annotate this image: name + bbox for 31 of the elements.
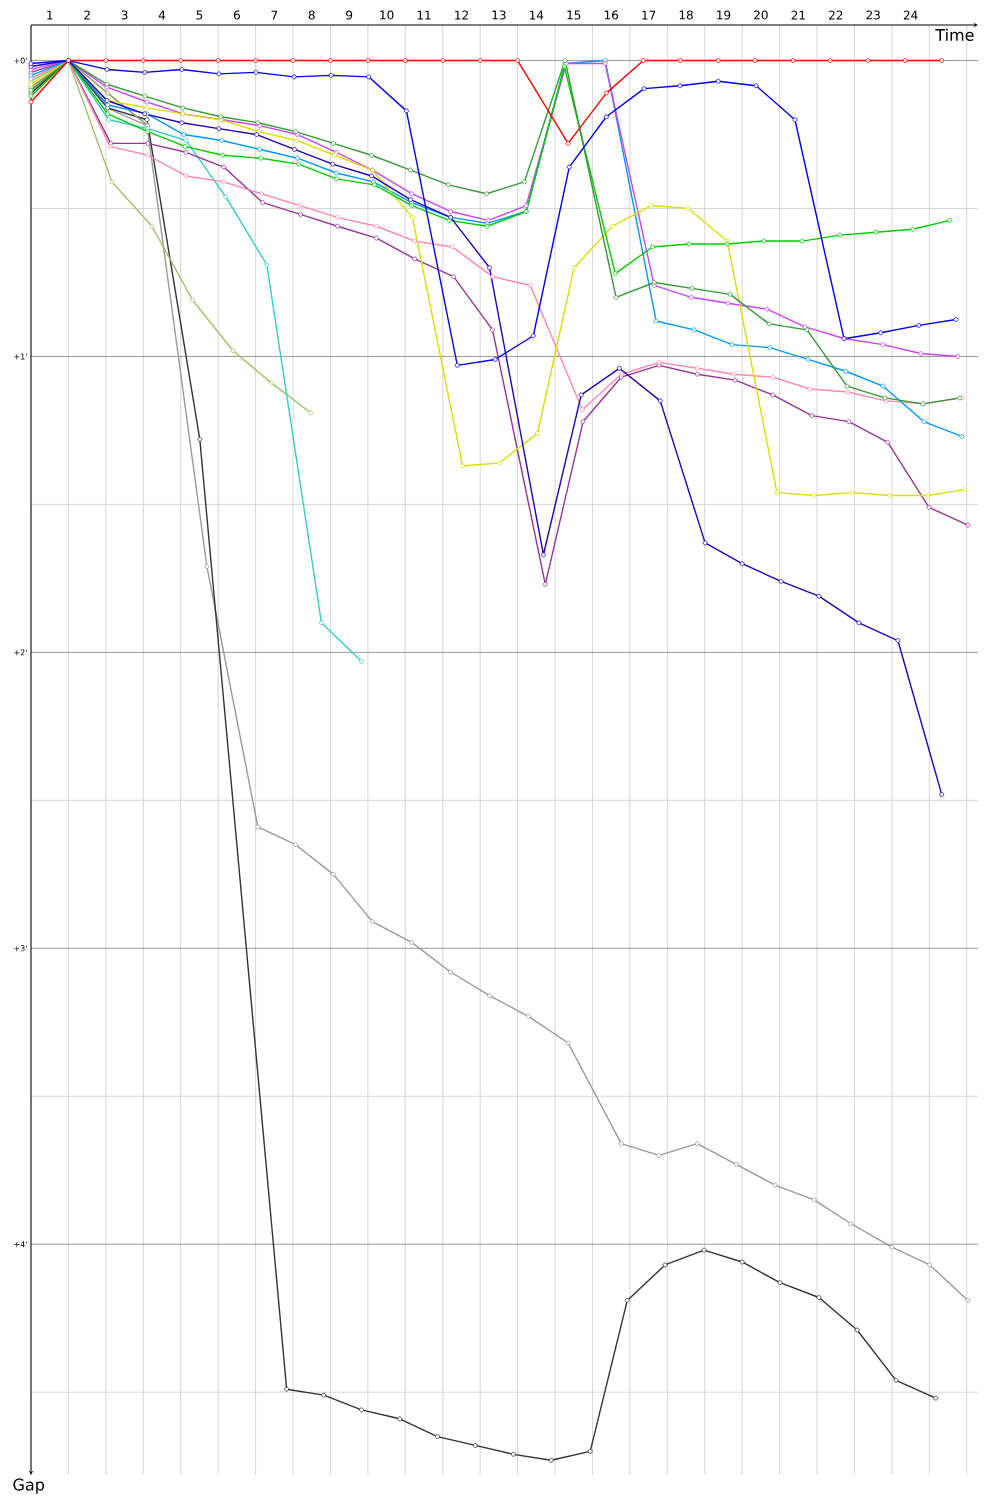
x-tick-label: 12 <box>455 10 468 20</box>
x-tick-label: 3 <box>121 10 128 20</box>
y-tick-label: +4' <box>14 1241 27 1248</box>
x-tick-label: 5 <box>196 10 203 20</box>
y-tick-label: +1' <box>14 353 27 360</box>
x-tick-label: 15 <box>567 10 581 20</box>
x-tick-label: 19 <box>717 10 731 20</box>
x-tick-label: 11 <box>417 10 431 20</box>
x-tick-label: 1 <box>47 10 53 20</box>
y-axis-title: Gap <box>13 1478 45 1494</box>
y-tick-label: +0' <box>14 57 27 64</box>
x-tick-label: 23 <box>866 10 880 20</box>
x-tick-label: 7 <box>271 10 278 20</box>
y-tick-label: +2' <box>14 649 27 656</box>
x-tick-label: 6 <box>233 10 240 20</box>
x-tick-label: 9 <box>346 10 353 20</box>
x-tick-label: 16 <box>604 10 619 20</box>
x-tick-label: 13 <box>492 10 506 20</box>
y-tick-label: +3' <box>14 945 27 952</box>
x-tick-label: 18 <box>679 10 693 20</box>
x-tick-label: 24 <box>903 10 918 20</box>
x-tick-label: 10 <box>380 10 394 20</box>
x-tick-label: 2 <box>84 10 90 20</box>
x-tick-label: 20 <box>754 10 768 20</box>
x-tick-label: 21 <box>791 10 805 20</box>
x-tick-label: 22 <box>829 10 843 20</box>
x-tick-label: 17 <box>642 10 656 20</box>
x-axis-title: Time <box>935 28 974 41</box>
x-tick-label: 14 <box>530 10 544 20</box>
x-tick-label: 8 <box>308 10 315 20</box>
x-tick-label: 4 <box>158 10 166 20</box>
